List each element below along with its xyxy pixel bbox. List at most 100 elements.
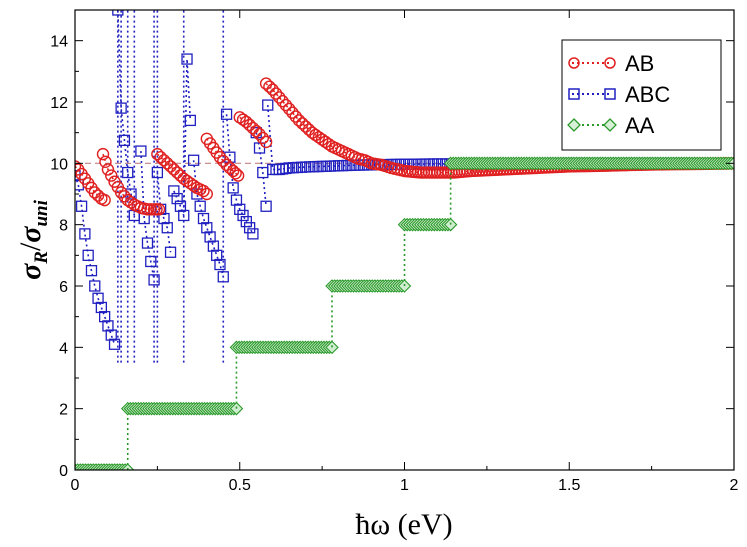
abc-point [217,271,229,283]
ab-point [98,193,111,207]
aa-point [120,463,135,470]
abc-point [161,222,173,234]
ab-point [105,169,118,182]
abc-point [122,166,134,179]
x-tick-label: 2 [730,477,739,494]
x-tick-label: 1 [400,477,409,494]
ab-point [184,177,197,190]
abc-line [225,114,254,235]
ab-point [118,190,131,203]
ab-point [197,184,210,198]
ab-point [322,137,335,151]
x-tick-label: 1.5 [558,477,580,494]
ab-point [220,158,233,172]
y-tick-label: 8 [59,218,68,235]
ab-point [263,80,276,93]
ab-point [154,150,167,164]
abc-point [211,249,223,261]
y-tick-label: 12 [50,95,68,112]
abc-point [174,200,187,212]
ab-point [217,154,230,168]
ab-point [306,126,319,139]
ab-point [292,114,306,127]
ab-point [161,157,174,170]
ab-point [243,118,256,132]
ab-point [157,154,171,167]
abc-point [243,222,256,234]
abc-point [237,209,249,222]
ab-point [177,172,190,185]
ab-point [88,186,101,199]
abc-point [141,237,154,249]
ab-point [312,131,326,144]
abc-point [79,228,91,240]
legend: AB ABC AA [561,39,722,151]
ab-point [250,124,263,138]
y-tick-label: 6 [59,279,68,296]
abc-point [201,222,213,234]
abc-point [171,192,183,205]
abc-point [220,108,233,120]
abc-point [108,338,121,350]
ab-point [276,95,289,108]
y-label-denom: σ [14,226,47,243]
legend-entry-abc: ABC [568,82,670,107]
abc-point [207,240,220,252]
ab-point [259,77,273,90]
abc-point [82,249,94,261]
abc-point [75,200,88,212]
y-tick-label: 0 [59,463,68,480]
y-axis-title: σR/σuni [14,199,52,280]
abc-point [168,185,180,197]
abc-point [181,53,193,65]
abc-point [197,212,210,225]
ab-point [151,147,164,161]
ab-point [180,174,194,188]
abc-point [95,301,108,314]
ab-line [102,153,160,211]
abc-point [105,329,117,341]
y-label-sep: / [14,242,47,251]
ab-point [233,111,246,124]
ab-point [101,163,115,176]
abc-point [178,209,190,222]
legend-label-aa: AA [625,113,655,138]
abc-point [89,280,101,292]
ab-line [156,153,208,195]
abc-point [135,145,147,157]
ab-point [289,110,302,123]
ab-point [319,135,332,149]
ab-point [114,186,128,199]
abc-point [227,182,239,194]
y-label-denom-sub: uni [31,199,52,226]
ab-point [75,160,82,173]
ab-point [299,120,312,133]
abc-line [140,151,155,281]
legend-label-ab: AB [625,51,654,76]
y-tick-label: 4 [59,340,68,357]
abc-point [247,228,259,240]
x-tick-label: 0 [71,477,80,494]
abc-point [145,255,157,268]
legend-label-abc: ABC [625,82,670,107]
abc-point [92,292,104,304]
abc-point [230,194,243,206]
abc-point [115,102,127,114]
abc-point [240,215,252,228]
abc-point [164,246,177,258]
abc-point [214,258,226,271]
abc-point [184,114,196,127]
ab-point [279,98,293,112]
ab-point [164,160,177,173]
ab-point [99,155,112,169]
y-label-main-sub: R [31,251,52,265]
x-tick-label: 0.5 [229,477,251,494]
ab-point [256,131,270,145]
ab-point [240,115,253,129]
ab-point [269,87,283,100]
abc-line [117,10,136,216]
ab-point [246,121,260,135]
abc-point [194,200,206,212]
